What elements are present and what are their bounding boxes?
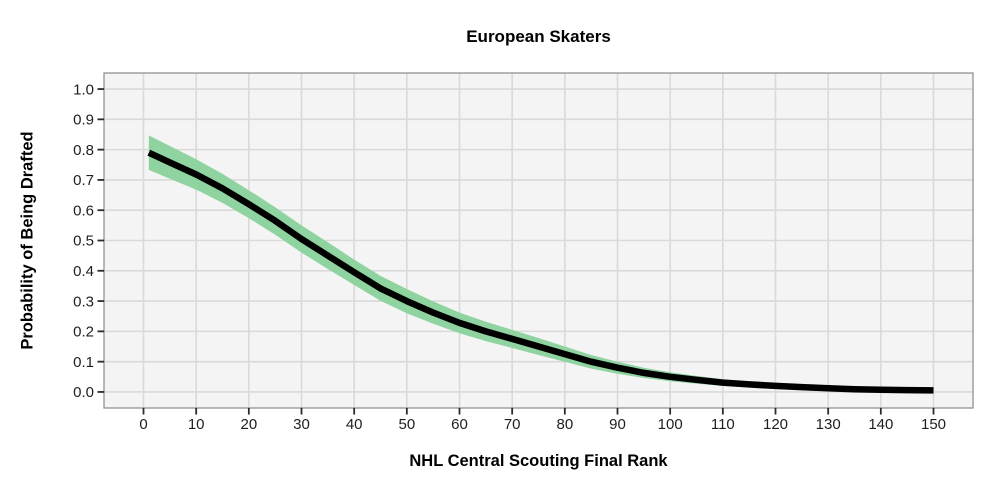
y-tick-label: 0.7	[73, 172, 94, 189]
x-tick-label: 80	[556, 416, 573, 433]
x-tick-label: 100	[658, 416, 683, 433]
x-tick-label: 110	[711, 416, 735, 433]
x-tick-label: 120	[763, 416, 788, 433]
y-tick-label: 0.8	[73, 142, 94, 159]
x-axis-title: NHL Central Scouting Final Rank	[409, 452, 668, 470]
y-tick-label: 0.2	[73, 324, 94, 341]
x-tick-label: 40	[346, 416, 363, 433]
x-tick-label: 30	[293, 416, 310, 433]
x-tick-label: 90	[609, 416, 626, 433]
fitted-line	[147, 149, 934, 394]
y-tick-label: 0.6	[73, 202, 94, 219]
x-tick-label: 60	[451, 416, 468, 433]
x-tick-label: 0	[139, 416, 147, 433]
x-tick-label: 130	[816, 416, 841, 433]
y-tick-label: 0.4	[73, 263, 94, 280]
x-tick-label: 140	[868, 416, 893, 433]
confidence-band	[148, 135, 934, 392]
y-tick-label: 0.3	[73, 293, 94, 310]
x-tick-label: 10	[188, 416, 205, 433]
x-tick-label: 50	[398, 416, 415, 433]
x-tick-label: 20	[240, 416, 257, 433]
y-tick-label: 1.0	[73, 81, 94, 98]
x-tick-label: 150	[921, 416, 946, 433]
x-tick-label: 70	[504, 416, 521, 433]
y-tick-label: 0.0	[73, 384, 94, 401]
y-tick-label: 0.5	[73, 233, 94, 250]
y-tick-label: 0.9	[73, 112, 94, 129]
chart-title: European Skaters	[466, 27, 611, 46]
y-tick-label: 0.1	[73, 354, 94, 371]
